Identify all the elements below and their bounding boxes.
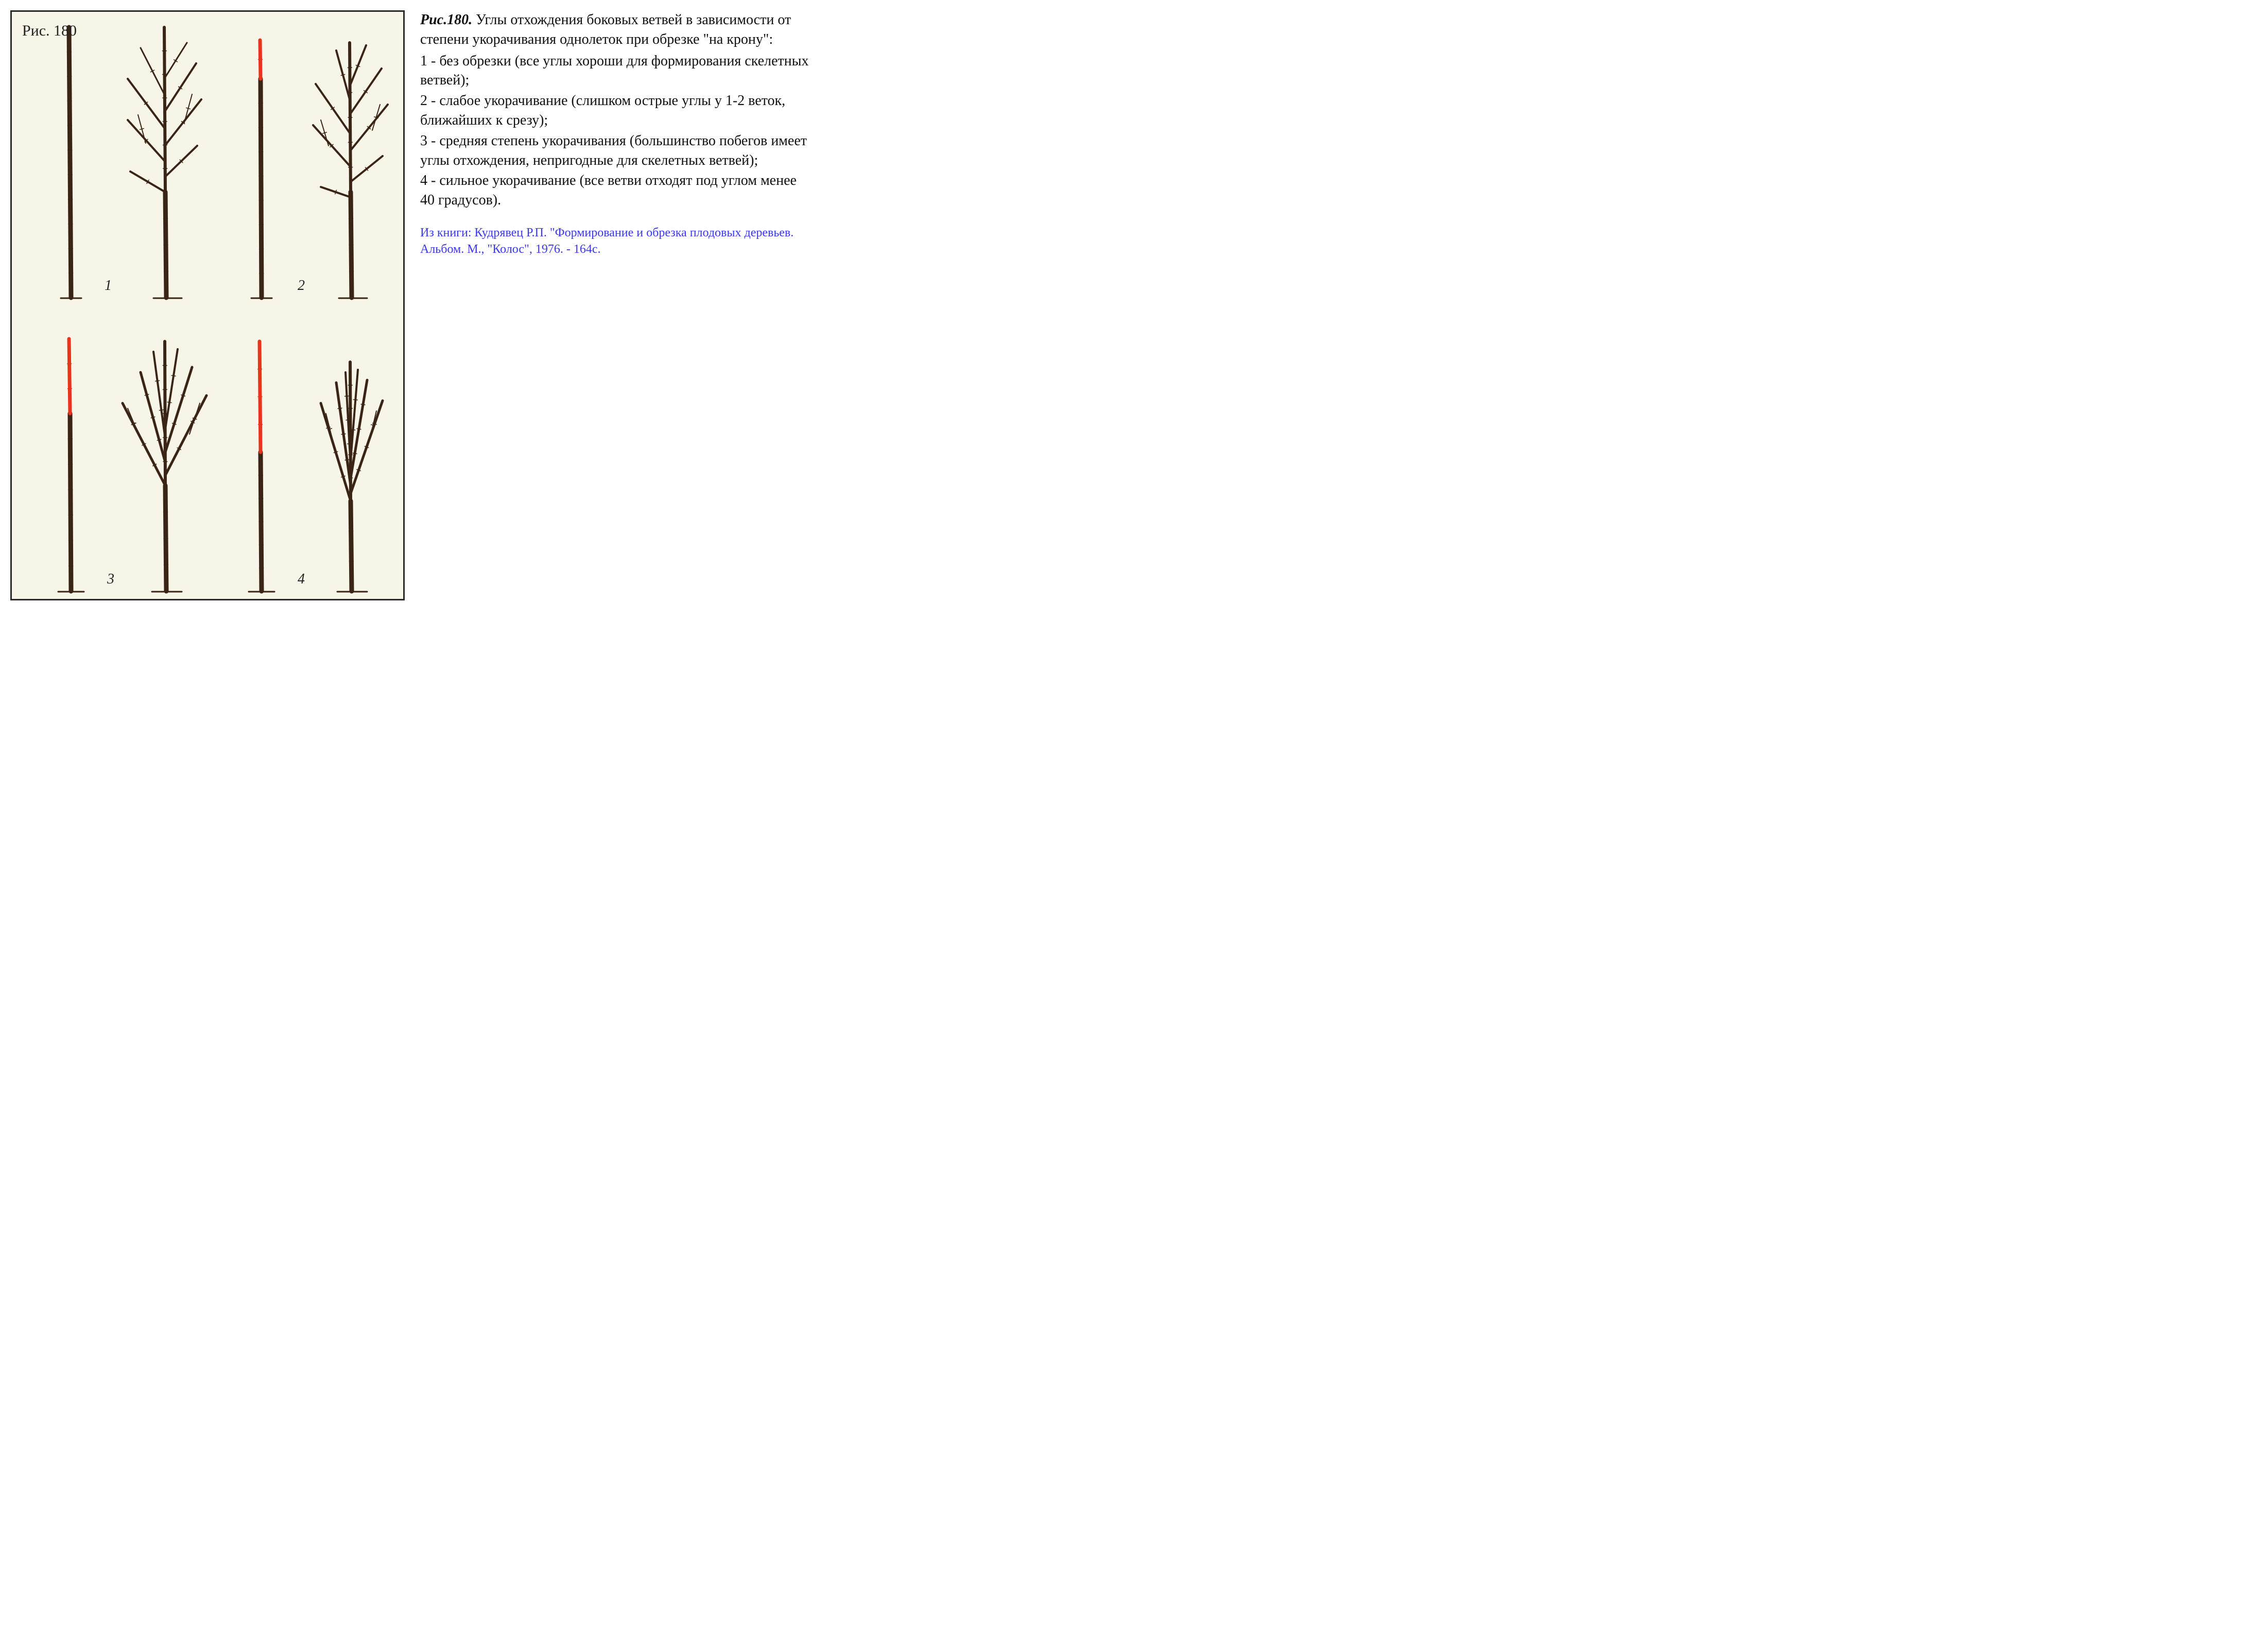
caption-text-block: Рис.180. Углы отхождения боковых ветвей … [420, 10, 812, 49]
cell-2: 2 [251, 40, 388, 298]
cell-number-4: 4 [298, 571, 305, 587]
caption-title: Рис.180. [420, 12, 472, 28]
cell-number-2: 2 [298, 278, 305, 294]
caption-item-4: 4 - сильное укорачивание (все ветви отхо… [420, 171, 812, 210]
cell-4: 4 [249, 341, 383, 592]
caption-item-3: 3 - средняя степень укорачивания (больши… [420, 131, 812, 170]
caption-item-2: 2 - слабое укорачивание (слишком острые … [420, 91, 812, 130]
caption-item-1: 1 - без обрезки (все углы хороши для фор… [420, 51, 812, 91]
cell-1: 1 [61, 27, 201, 298]
cell-3: 3 [58, 339, 206, 592]
figure-label: Рис. 180 [22, 22, 77, 40]
cell-number-1: 1 [105, 278, 112, 294]
tree-diagram-svg: 1 2 3 4 [12, 12, 403, 599]
figure-panel: Рис. 180 1 2 3 4 [10, 10, 405, 600]
figure-frame: Рис. 180 1 2 3 4 [10, 10, 405, 600]
source-line-1: Из книги: Кудрявец Р.П. "Формирование и … [420, 225, 812, 241]
source-line-2: Альбом. М., "Колос", 1976. - 164с. [420, 241, 812, 257]
caption-intro: Углы отхождения боковых ветвей в зависим… [420, 12, 791, 47]
source-block: Из книги: Кудрявец Р.П. "Формирование и … [420, 225, 812, 258]
caption-panel: Рис.180. Углы отхождения боковых ветвей … [420, 10, 812, 258]
cell-number-3: 3 [107, 571, 114, 587]
caption-list: 1 - без обрезки (все углы хороши для фор… [420, 51, 812, 210]
